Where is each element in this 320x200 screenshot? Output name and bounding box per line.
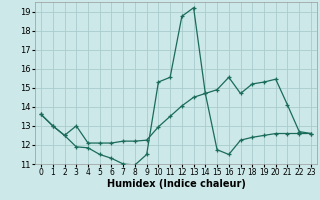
X-axis label: Humidex (Indice chaleur): Humidex (Indice chaleur): [107, 179, 245, 189]
